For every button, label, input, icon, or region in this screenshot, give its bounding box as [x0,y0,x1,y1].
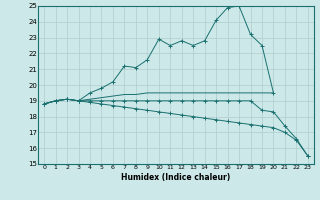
X-axis label: Humidex (Indice chaleur): Humidex (Indice chaleur) [121,173,231,182]
